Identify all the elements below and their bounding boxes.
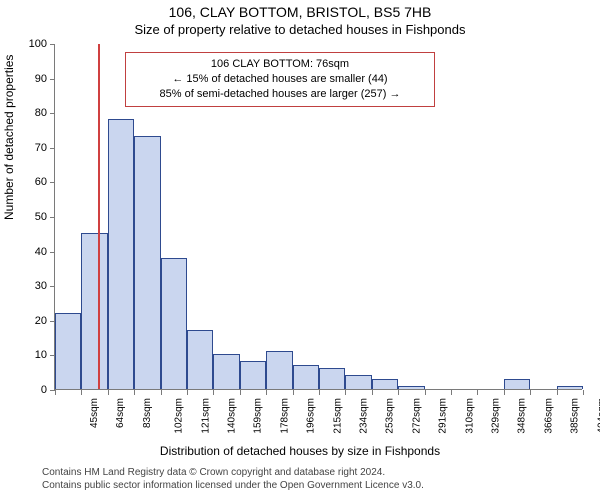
ytick-label: 70: [35, 142, 47, 154]
ytick-label: 90: [35, 73, 47, 85]
histogram-bar: [55, 313, 81, 389]
histogram-bar: [134, 136, 160, 389]
xtick-label: 45sqm: [89, 398, 100, 428]
xtick-mark: [451, 390, 452, 395]
xtick-mark: [187, 390, 188, 395]
xtick-mark: [81, 390, 82, 395]
xtick-label: 253sqm: [385, 398, 396, 434]
xtick-label: 196sqm: [306, 398, 317, 434]
xtick-mark: [583, 390, 584, 395]
title-main: 106, CLAY BOTTOM, BRISTOL, BS5 7HB: [0, 4, 600, 20]
xtick-label: 159sqm: [253, 398, 264, 434]
xtick-label: 329sqm: [491, 398, 502, 434]
histogram-bar: [345, 375, 371, 389]
xtick-label: 215sqm: [332, 398, 343, 434]
histogram-bar: [372, 379, 398, 389]
ytick-label: 10: [35, 349, 47, 361]
xtick-mark: [319, 390, 320, 395]
xtick-label: 83sqm: [142, 398, 153, 428]
histogram-bar: [240, 361, 266, 389]
histogram-bar: [293, 365, 319, 389]
histogram-bar: [108, 119, 134, 389]
xtick-label: 121sqm: [200, 398, 211, 434]
xtick-mark: [134, 390, 135, 395]
xtick-label: 385sqm: [570, 398, 581, 434]
info-box: 106 CLAY BOTTOM: 76sqm← 15% of detached …: [125, 52, 435, 107]
ytick-mark: [50, 44, 55, 45]
info-box-line-2: ← 15% of detached houses are smaller (44…: [134, 72, 426, 87]
xtick-mark: [161, 390, 162, 395]
footer-line-1: Contains HM Land Registry data © Crown c…: [42, 466, 424, 479]
xtick-label: 366sqm: [543, 398, 554, 434]
histogram-bar: [398, 386, 424, 389]
property-marker-line: [98, 44, 100, 389]
xtick-mark: [372, 390, 373, 395]
histogram-bar: [557, 386, 583, 389]
histogram-bar: [187, 330, 213, 389]
chart-root: { "title_main": "106, CLAY BOTTOM, BRIST…: [0, 0, 600, 500]
xtick-label: 64sqm: [115, 398, 126, 428]
ytick-mark: [50, 182, 55, 183]
xtick-mark: [530, 390, 531, 395]
ytick-mark: [50, 79, 55, 80]
title-sub: Size of property relative to detached ho…: [0, 22, 600, 37]
footer-line-2: Contains public sector information licen…: [42, 479, 424, 492]
xtick-label: 348sqm: [517, 398, 528, 434]
ytick-mark: [50, 148, 55, 149]
xtick-mark: [266, 390, 267, 395]
plot-area: 010203040506070809010045sqm64sqm83sqm102…: [54, 44, 582, 390]
xtick-label: 310sqm: [464, 398, 475, 434]
ytick-label: 100: [29, 38, 47, 50]
histogram-bar: [319, 368, 345, 389]
ytick-mark: [50, 217, 55, 218]
ytick-mark: [50, 113, 55, 114]
ytick-label: 60: [35, 176, 47, 188]
xtick-label: 404sqm: [596, 398, 600, 434]
xtick-mark: [213, 390, 214, 395]
xtick-mark: [345, 390, 346, 395]
xtick-label: 178sqm: [279, 398, 290, 434]
ytick-mark: [50, 252, 55, 253]
ytick-mark: [50, 286, 55, 287]
histogram-bar: [266, 351, 292, 389]
xtick-label: 102sqm: [174, 398, 185, 434]
xtick-mark: [477, 390, 478, 395]
ytick-label: 80: [35, 107, 47, 119]
xtick-mark: [398, 390, 399, 395]
ytick-label: 30: [35, 280, 47, 292]
ytick-label: 20: [35, 315, 47, 327]
ytick-label: 0: [41, 384, 47, 396]
xtick-mark: [240, 390, 241, 395]
histogram-bar: [81, 233, 107, 389]
histogram-bar: [213, 354, 239, 389]
footer-attribution: Contains HM Land Registry data © Crown c…: [42, 466, 424, 492]
xtick-label: 234sqm: [359, 398, 370, 434]
y-axis-label: Number of detached properties: [2, 55, 16, 220]
xtick-mark: [504, 390, 505, 395]
xtick-mark: [557, 390, 558, 395]
info-box-line-3: 85% of semi-detached houses are larger (…: [134, 87, 426, 102]
info-box-line-1: 106 CLAY BOTTOM: 76sqm: [134, 57, 426, 72]
xtick-mark: [55, 390, 56, 395]
xtick-mark: [425, 390, 426, 395]
xtick-label: 291sqm: [438, 398, 449, 434]
ytick-label: 50: [35, 211, 47, 223]
ytick-label: 40: [35, 246, 47, 258]
xtick-label: 140sqm: [227, 398, 238, 434]
histogram-bar: [504, 379, 530, 389]
xtick-mark: [293, 390, 294, 395]
xtick-label: 272sqm: [411, 398, 422, 434]
x-axis-label: Distribution of detached houses by size …: [0, 444, 600, 458]
histogram-bar: [161, 258, 187, 389]
xtick-mark: [108, 390, 109, 395]
